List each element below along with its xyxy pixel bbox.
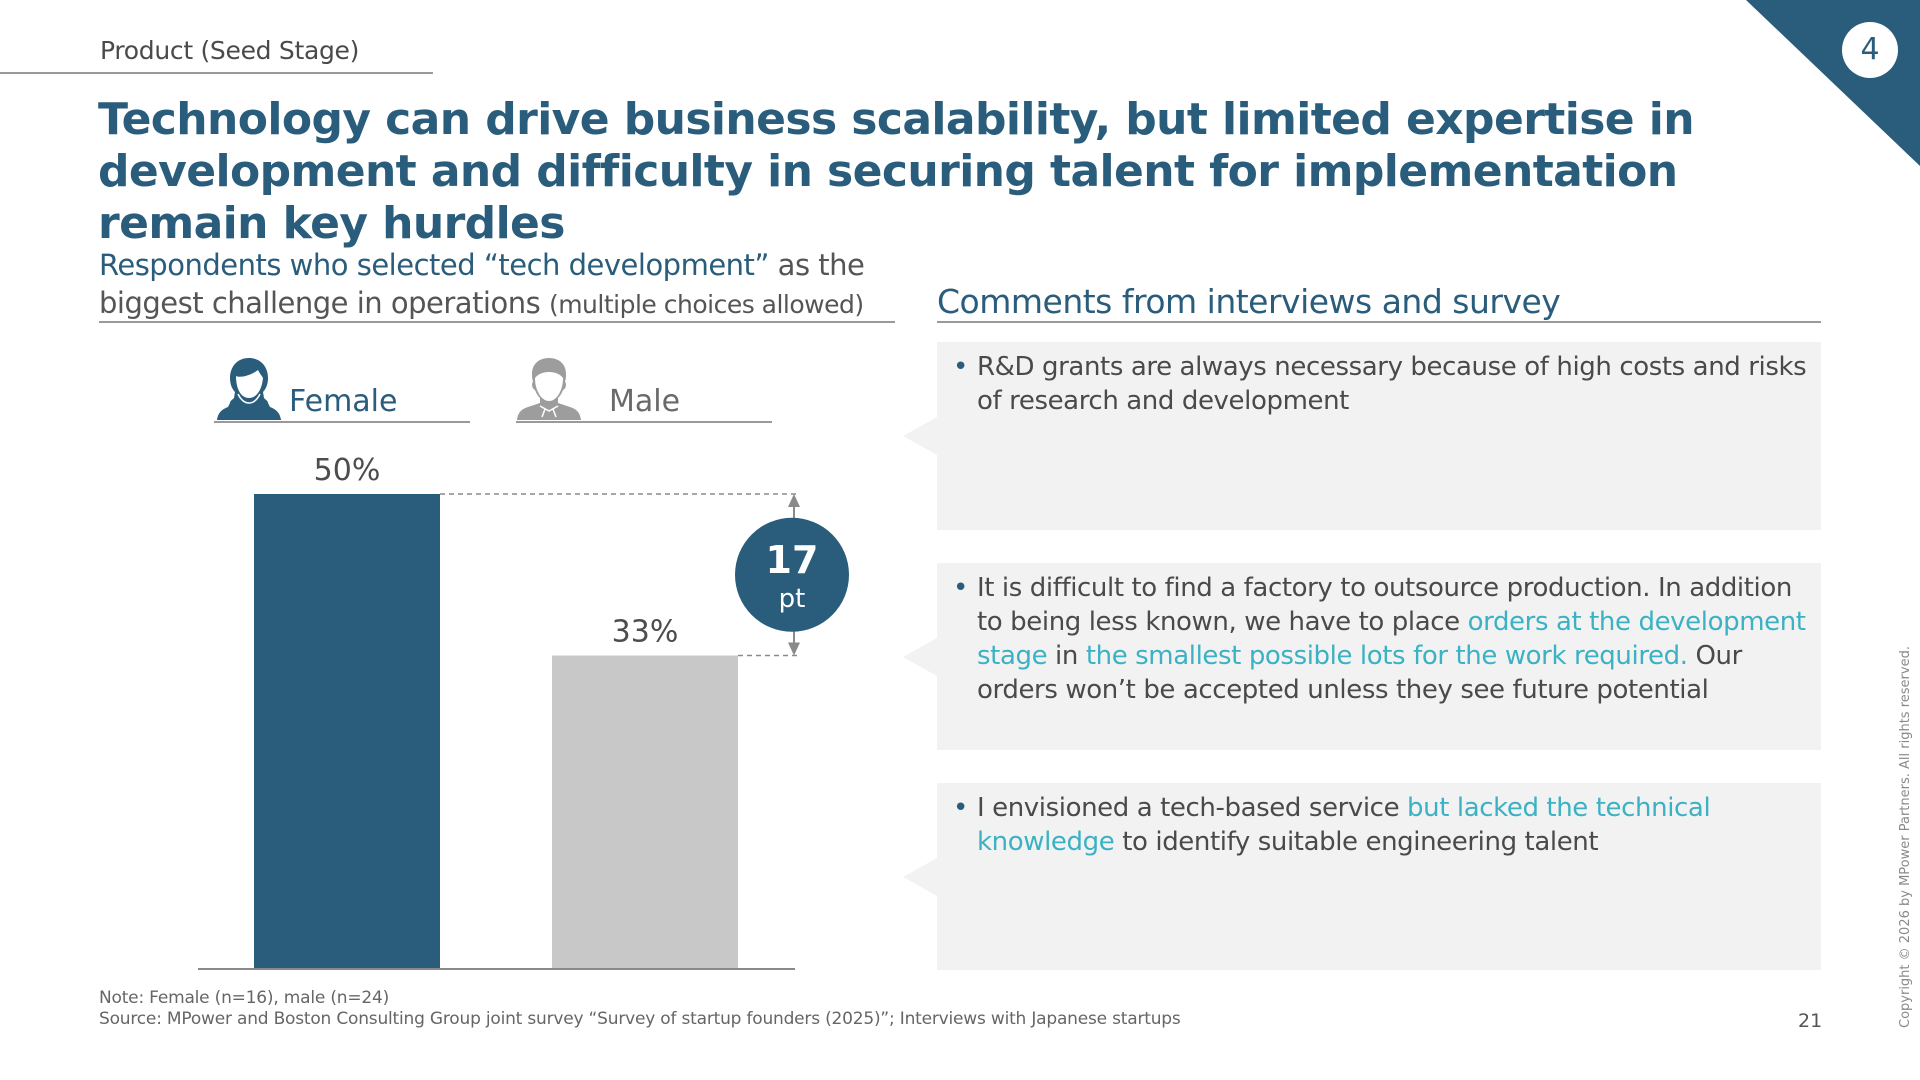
chart-heading-text: as the biggest challenge in operations [99, 248, 865, 320]
female-user-icon [217, 358, 281, 420]
comment-segment: I envisioned a tech-based service [977, 793, 1408, 823]
source-note: Source: MPower and Boston Consulting Gro… [99, 1009, 1181, 1029]
legend-female-label: Female [289, 384, 398, 419]
highlighted-text: but lacked the technical knowledge [977, 793, 1711, 857]
comment-segment: in [1047, 641, 1086, 671]
sample-note: Note: Female (n=16), male (n=24) [99, 988, 390, 1008]
highlighted-text: orders at the development stage [977, 607, 1806, 671]
comment-segment: It is difficult to find a factory to out… [977, 573, 1792, 637]
page-number: 21 [1798, 1010, 1823, 1032]
bar-female [254, 494, 440, 969]
arrow-down-icon [788, 642, 800, 656]
comments-heading: Comments from interviews and survey [937, 282, 1561, 321]
section-label: Product (Seed Stage) [100, 36, 360, 65]
bar-value-label: 50% [314, 453, 381, 488]
comment-segment: Our orders won’t be accepted unless they… [977, 641, 1742, 705]
chapter-badge: 4 [1842, 22, 1898, 78]
bullet-icon: • [953, 793, 968, 823]
legend-male-divider [516, 421, 772, 423]
comment-segment: R&D grants are always necessary because … [977, 352, 1807, 416]
comment-box: • R&D grants are always necessary because… [937, 342, 1821, 530]
legend-female-divider [214, 421, 470, 423]
highlighted-text: the smallest possible lots for the work … [1085, 641, 1688, 671]
comment-text: • It is difficult to find a factory to ou… [953, 571, 1811, 707]
male-user-icon [517, 358, 581, 420]
comment-box: • It is difficult to find a factory to ou… [937, 563, 1821, 750]
comments-divider [937, 321, 1821, 323]
difference-badge [735, 517, 849, 632]
chart-heading-emphasis: Respondents who selected “tech developme… [99, 248, 769, 282]
bullet-icon: • [953, 352, 968, 382]
bar-male [552, 655, 738, 969]
copyright-notice: Copyright © 2026 by MPower Partners. All… [1898, 646, 1913, 1028]
comment-text: • I envisioned a tech-based service but l… [953, 791, 1811, 859]
comment-segment: to identify suitable engineering talent [1114, 827, 1599, 857]
page-title: Technology can drive business scalabilit… [98, 94, 1695, 249]
difference-value: 17 [766, 538, 819, 582]
chart-heading: Respondents who selected “tech developme… [99, 246, 899, 324]
comment-box: • I envisioned a tech-based service but l… [937, 783, 1821, 970]
bar-value-label: 33% [612, 615, 679, 650]
bullet-icon: • [953, 573, 968, 603]
footnote: Note: Female (n=16), male (n=24) Source:… [99, 988, 1181, 1030]
chart-heading-note: (multiple choices allowed) [548, 290, 864, 319]
comment-bubble-tail [903, 638, 937, 676]
comment-bubble-tail [903, 417, 937, 455]
arrow-up-icon [788, 494, 800, 507]
difference-unit: pt [779, 584, 806, 614]
comment-bubble-tail [903, 858, 937, 896]
chart-heading-divider [99, 321, 895, 323]
section-divider [0, 72, 433, 74]
comment-text: • R&D grants are always necessary because… [953, 350, 1811, 418]
legend-male-label: Male [609, 384, 681, 419]
